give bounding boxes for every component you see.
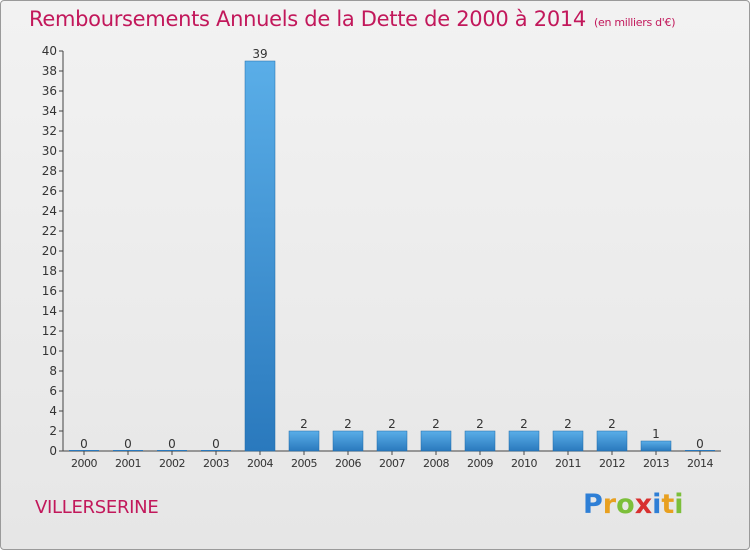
x-tick-label: 2004 [247, 457, 273, 470]
x-tick-label: 2001 [115, 457, 141, 470]
bar-2002 [157, 450, 187, 451]
x-tick-label: 2005 [291, 457, 317, 470]
y-tick-label: 22 [42, 224, 57, 238]
logo-letter: o [616, 489, 635, 520]
logo-letter: t [661, 489, 675, 520]
bar-2006 [332, 430, 364, 452]
unit-label: (en milliers d'€) [594, 16, 676, 29]
x-tick-label: 2000 [71, 457, 97, 470]
bar-2008 [420, 430, 452, 452]
data-label-2007: 2 [388, 417, 396, 431]
x-tick-label: 2013 [643, 457, 669, 470]
y-tick-label: 38 [42, 64, 57, 78]
bar-2014 [685, 450, 715, 451]
y-tick-label: 14 [42, 304, 57, 318]
data-label-2012: 2 [608, 417, 616, 431]
x-tick-label: 2011 [555, 457, 581, 470]
y-tick-label: 16 [42, 284, 57, 298]
data-label-2006: 2 [344, 417, 352, 431]
data-label-2002: 0 [168, 437, 176, 451]
x-tick-label: 2012 [599, 457, 625, 470]
y-tick-label: 12 [42, 324, 57, 338]
y-tick-label: 18 [42, 264, 57, 278]
data-label-2008: 2 [432, 417, 440, 431]
y-tick-label: 10 [42, 344, 57, 358]
x-tick-label: 2003 [203, 457, 229, 470]
bar-2003 [201, 450, 231, 451]
y-tick-label: 2 [49, 424, 57, 438]
y-tick-label: 28 [42, 164, 57, 178]
bars [69, 60, 715, 452]
data-label-2014: 0 [696, 437, 704, 451]
x-tick-label: 2010 [511, 457, 537, 470]
bar-2013 [640, 440, 672, 452]
data-label-2000: 0 [80, 437, 88, 451]
y-tick-label: 30 [42, 144, 57, 158]
proxiti-logo[interactable]: Proxiti [583, 489, 684, 520]
data-label-2010: 2 [520, 417, 528, 431]
y-tick-label: 34 [42, 104, 57, 118]
data-label-2005: 2 [300, 417, 308, 431]
logo-letter: x [634, 489, 653, 520]
logo-letter: r [602, 489, 617, 520]
bar-2007 [376, 430, 408, 452]
data-label-2001: 0 [124, 437, 132, 451]
y-tick-label: 8 [49, 364, 57, 378]
y-tick-label: 0 [49, 444, 57, 458]
x-tick-label: 2002 [159, 457, 185, 470]
x-tick-label: 2009 [467, 457, 493, 470]
y-tick-label: 6 [49, 384, 57, 398]
title-text: Remboursements Annuels de la Dette de 20… [29, 7, 586, 31]
data-label-2009: 2 [476, 417, 484, 431]
data-label-2004: 39 [252, 47, 267, 61]
chart-title: Remboursements Annuels de la Dette de 20… [29, 7, 675, 31]
y-tick-label: 20 [42, 244, 57, 258]
data-label-2003: 0 [212, 437, 220, 451]
bar-2012 [596, 430, 628, 452]
commune-name: VILLERSERINE [35, 497, 159, 518]
bar-2010 [508, 430, 540, 452]
y-tick-label: 32 [42, 124, 57, 138]
bar-2004 [244, 60, 276, 452]
x-tick-label: 2014 [687, 457, 713, 470]
logo-letter: P [583, 489, 603, 520]
x-tick-label: 2008 [423, 457, 449, 470]
data-labels: 0 0 0 0 39 2 2 2 2 2 2 2 2 1 0 [80, 47, 704, 451]
data-label-2011: 2 [564, 417, 572, 431]
y-tick-label: 36 [42, 84, 57, 98]
logo-letter: i [674, 489, 684, 520]
data-label-2013: 1 [652, 427, 660, 441]
bar-2011 [552, 430, 584, 452]
y-tick-label: 24 [42, 204, 57, 218]
bar-2005 [288, 430, 320, 452]
y-tick-label: 26 [42, 184, 57, 198]
bar-2001 [113, 450, 143, 451]
x-tick-label: 2007 [379, 457, 405, 470]
x-tick-label: 2006 [335, 457, 361, 470]
logo-letter: i [652, 489, 662, 520]
bar-2009 [464, 430, 496, 452]
axes: 0246810121416182022242628303234363840200… [42, 44, 721, 470]
bar-2000 [69, 450, 99, 451]
y-tick-label: 40 [42, 44, 57, 58]
y-tick-label: 4 [49, 404, 57, 418]
